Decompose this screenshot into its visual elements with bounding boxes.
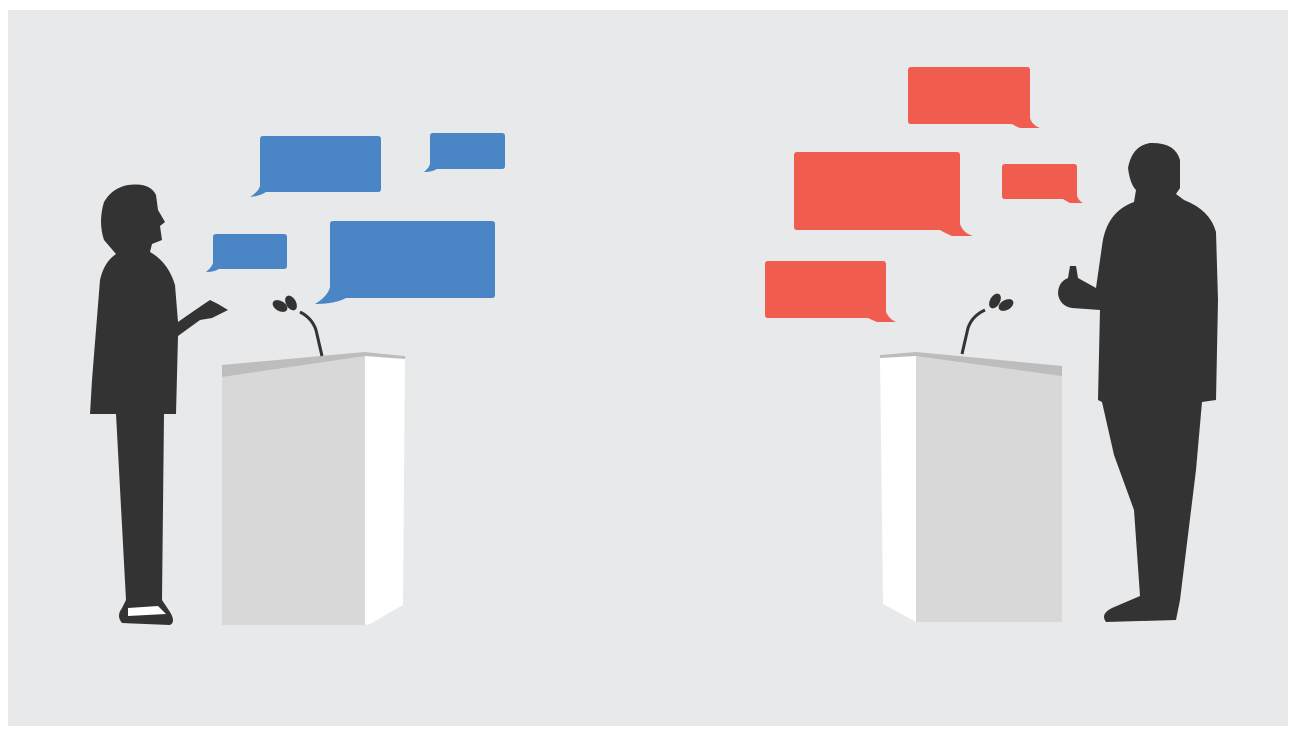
illustration — [0, 0, 1294, 734]
podium-side — [365, 352, 405, 625]
background — [8, 10, 1288, 726]
speech-bubble — [315, 221, 495, 304]
speech-bubble — [424, 133, 505, 172]
speech-bubble — [765, 261, 896, 322]
podium-front — [916, 352, 1062, 622]
speech-bubble — [1002, 164, 1083, 203]
podium-front — [222, 352, 365, 625]
speech-bubble — [206, 234, 287, 272]
speech-bubble — [250, 136, 381, 197]
speech-bubble — [794, 152, 973, 236]
podium-side — [880, 352, 916, 622]
speech-bubble — [908, 67, 1040, 128]
